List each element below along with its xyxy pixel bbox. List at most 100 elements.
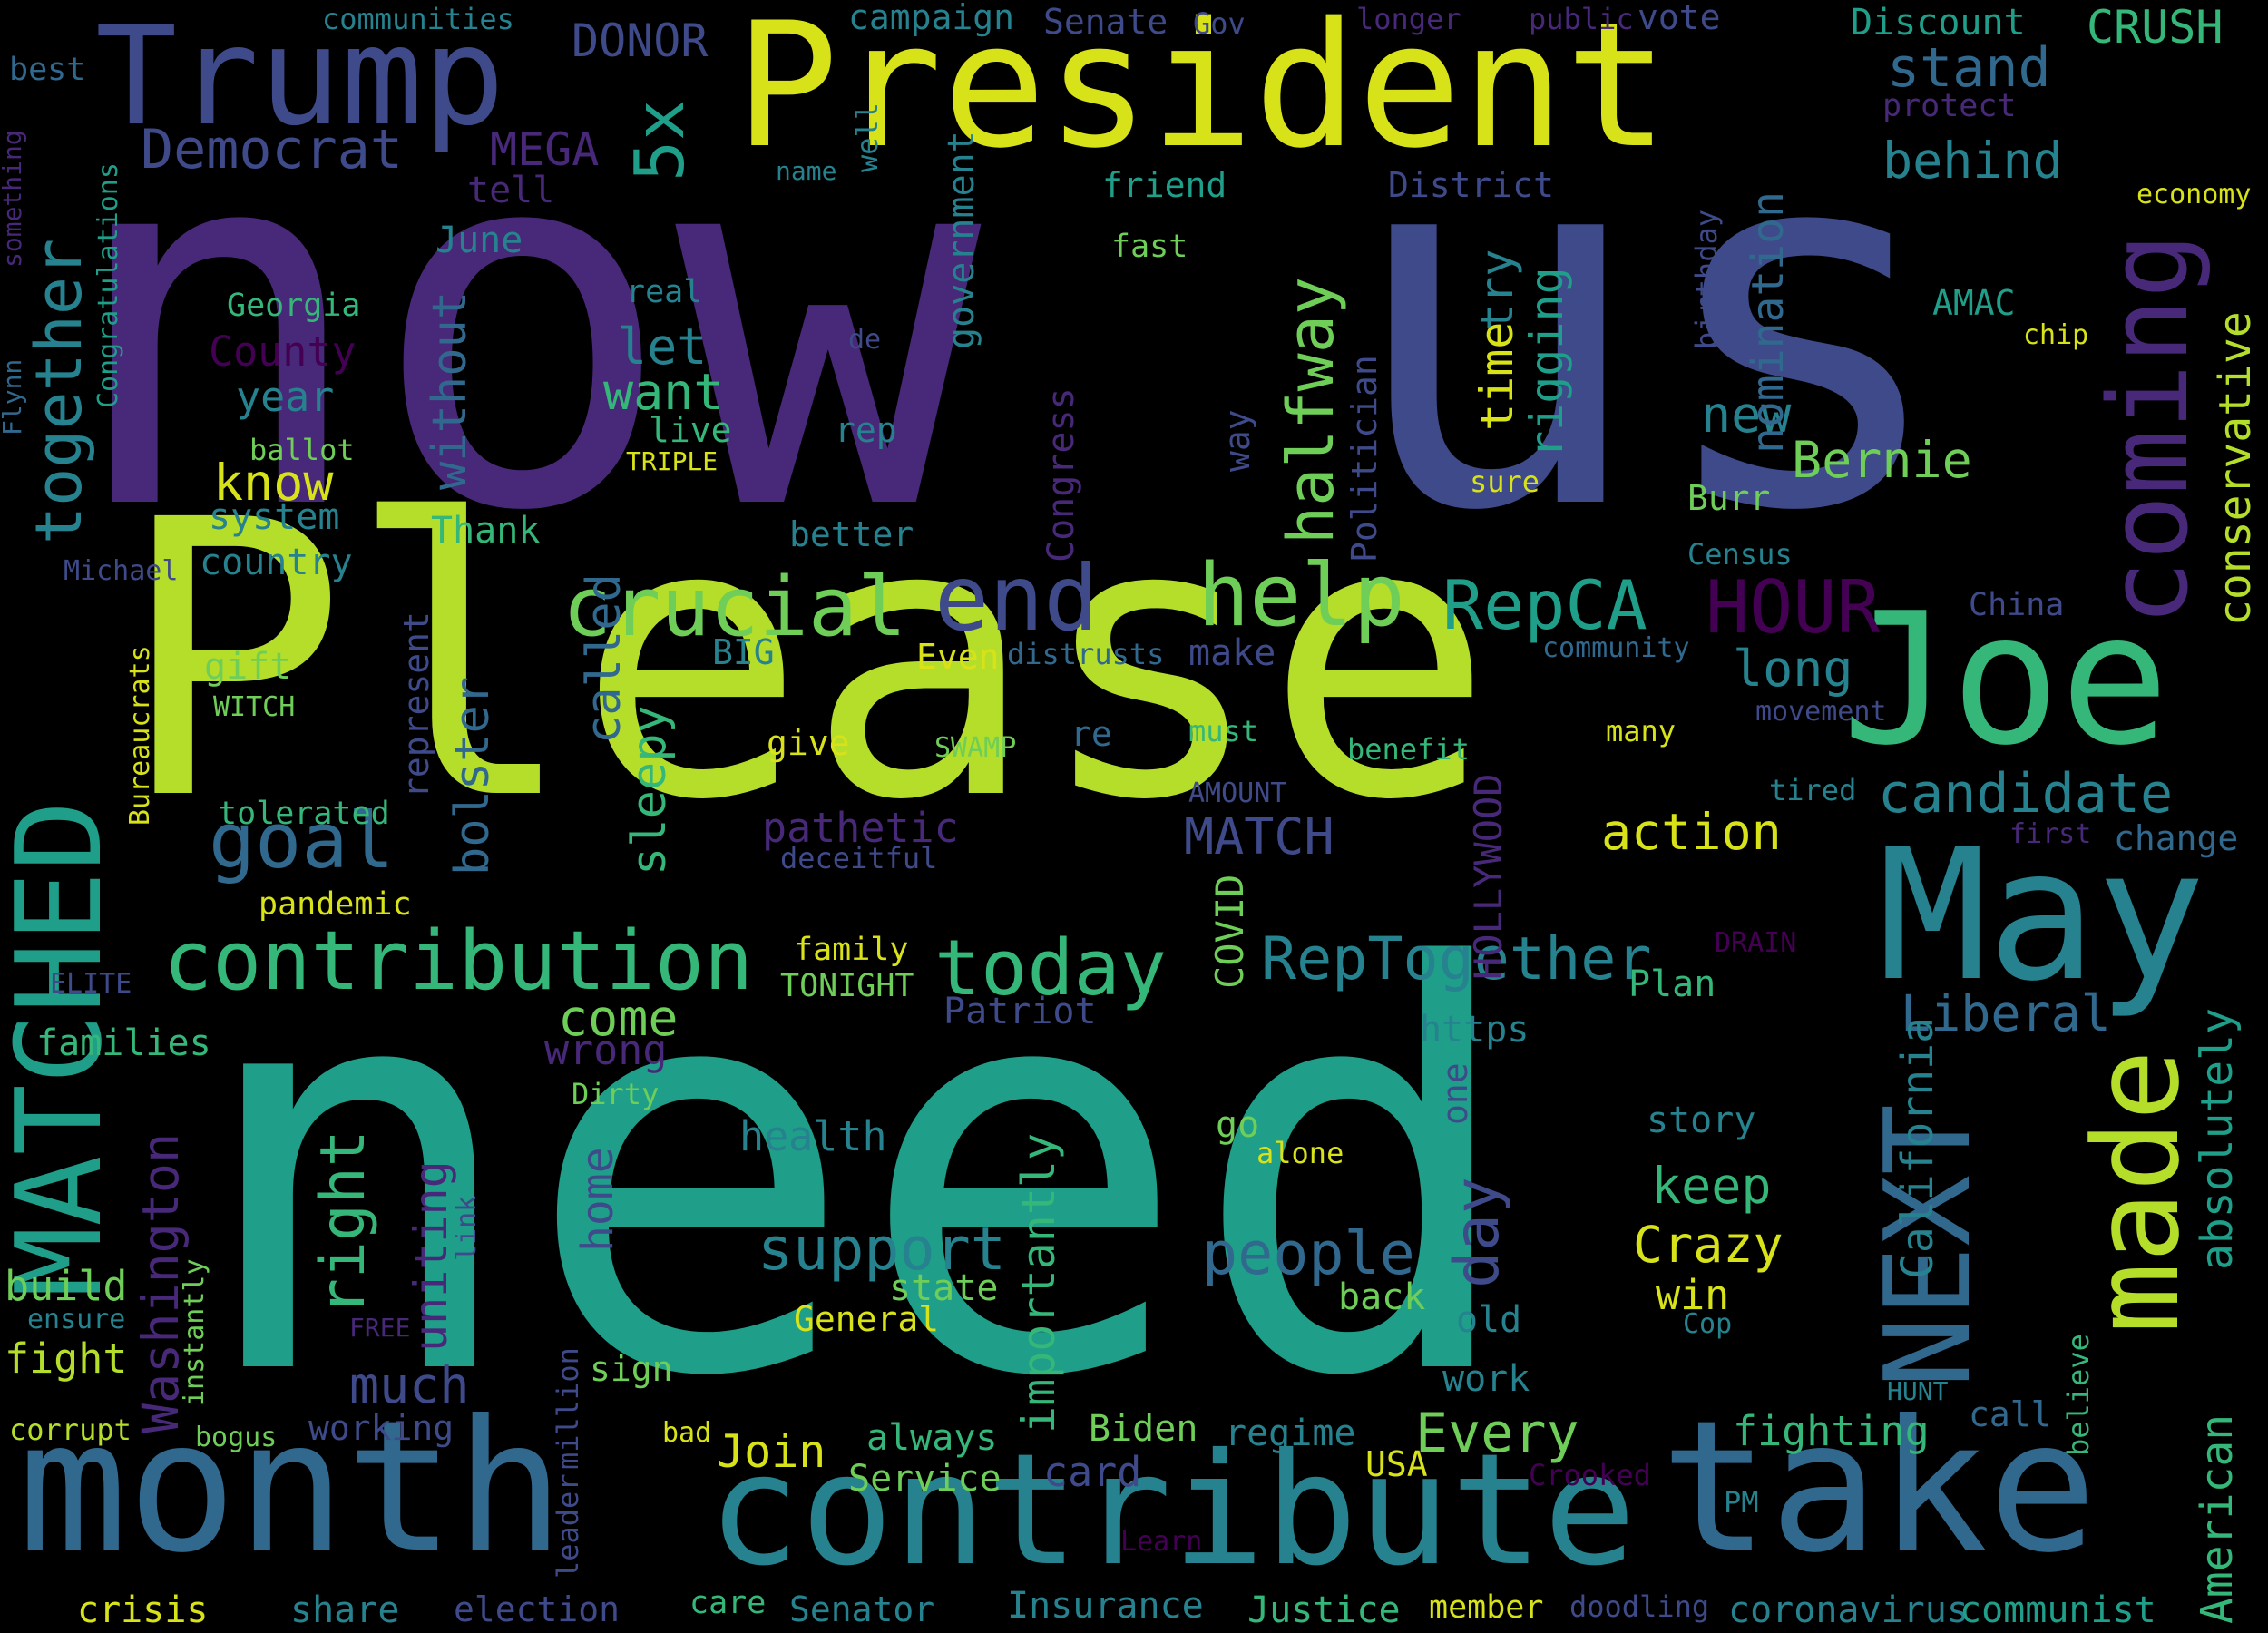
word-back: back: [1338, 1276, 1426, 1318]
word-big: BIG: [712, 632, 775, 672]
word-link: link: [451, 1195, 483, 1261]
word-must: must: [1188, 714, 1259, 748]
word-crush: CRUSH: [2087, 1, 2224, 54]
word-crooked: Crooked: [1529, 1458, 1651, 1492]
word-plan: Plan: [1628, 963, 1716, 1005]
word-conservative: conservative: [2210, 311, 2261, 626]
word-5x: 5x: [620, 99, 699, 181]
word-biden: Biden: [1089, 1408, 1198, 1450]
word-june: June: [435, 220, 523, 261]
word-share: share: [290, 1589, 400, 1631]
word-leader: leader: [551, 1473, 585, 1579]
word-state: state: [889, 1267, 999, 1309]
word-health: health: [739, 1112, 887, 1160]
word-believe: believe: [2061, 1334, 2096, 1456]
word-congress: Congress: [1041, 387, 1082, 562]
word-called: called: [577, 573, 631, 744]
word-communities: communities: [322, 2, 514, 36]
word-president: President: [735, 0, 1669, 186]
word-patriot: Patriot: [943, 991, 1097, 1032]
word-vote: vote: [1637, 0, 1721, 37]
word-uniting: uniting: [405, 1160, 457, 1352]
word-change: change: [2114, 818, 2239, 858]
word-help: help: [1198, 546, 1405, 646]
word-repca: RepCA: [1442, 565, 1647, 645]
word-democrat: Democrat: [141, 118, 403, 181]
word-action: action: [1601, 803, 1782, 861]
word-mega: MEGA: [490, 123, 600, 176]
word-china: China: [1969, 587, 2065, 623]
word-gov: Gov: [1193, 6, 1246, 41]
word-new: new: [1701, 386, 1792, 444]
word-win: win: [1656, 1271, 1730, 1319]
word-dirty: Dirty: [572, 1077, 660, 1111]
word-right: right: [308, 1129, 379, 1315]
word-nomination: nomination: [1743, 191, 1794, 454]
word-importantly: importantly: [1012, 1132, 1065, 1433]
word-one: one: [1435, 1062, 1475, 1125]
word-swamp: SWAMP: [934, 732, 1017, 764]
word-story: story: [1647, 1100, 1756, 1141]
word-hollywood: HOLLYWOOD: [1466, 773, 1510, 980]
word-give: give: [767, 723, 850, 763]
word-sign: sign: [590, 1349, 673, 1389]
word-https: https: [1420, 1009, 1530, 1051]
word-try: try: [1471, 249, 1523, 331]
word-burr: Burr: [1687, 478, 1771, 518]
word-michael: Michael: [64, 555, 179, 587]
word-year: year: [236, 373, 335, 421]
word-usa: USA: [1365, 1444, 1428, 1484]
word-call: call: [1969, 1394, 2052, 1434]
word-tonight: TONIGHT: [780, 968, 914, 1004]
word-free: FREE: [349, 1313, 411, 1343]
word-government: government: [941, 131, 982, 349]
word-build: build: [5, 1262, 128, 1310]
word-ensure: ensure: [27, 1304, 126, 1335]
word-congratulations: Congratulations: [93, 162, 124, 408]
word-month: month: [18, 1382, 565, 1593]
word-sleepy: sleepy: [622, 705, 677, 875]
word-benefit: benefit: [1347, 732, 1470, 767]
word-keep: keep: [1651, 1157, 1772, 1215]
word-politician: Politician: [1344, 355, 1384, 562]
word-stand: stand: [1887, 36, 2051, 100]
word-bogus: bogus: [195, 1422, 278, 1453]
word-justice: Justice: [1247, 1589, 1401, 1631]
word-absolutely: absolutely: [2192, 1008, 2243, 1270]
word-re: re: [1070, 714, 1112, 754]
word-first: first: [2009, 818, 2092, 850]
word-today: today: [934, 924, 1167, 1013]
word-reptogether: RepTogether: [1261, 925, 1652, 993]
word-learn: Learn: [1120, 1526, 1203, 1558]
word-card: card: [1043, 1448, 1142, 1496]
word-home: home: [572, 1147, 623, 1252]
word-people: people: [1202, 1220, 1415, 1288]
word-every: Every: [1415, 1402, 1579, 1465]
word-without: without: [423, 290, 477, 490]
word-crisis: crisis: [77, 1589, 209, 1631]
word-hunt: HUNT: [1887, 1376, 1949, 1406]
word-way: way: [1217, 409, 1257, 472]
word-hour: HOUR: [1706, 565, 1881, 650]
word-community: community: [1542, 632, 1690, 664]
word-bureaucrats: Bureaucrats: [124, 645, 156, 826]
word-elite: ELITE: [50, 968, 132, 1000]
word-goal: goal: [209, 797, 395, 886]
word-corrupt: corrupt: [9, 1413, 132, 1447]
word-member: member: [1429, 1589, 1544, 1626]
word-liberal: Liberal: [1901, 984, 2111, 1042]
word-come: come: [558, 989, 679, 1047]
word-care: care: [689, 1585, 767, 1621]
word-fight: fight: [5, 1335, 128, 1383]
word-communist: communist: [1960, 1589, 2156, 1631]
word-chip: chip: [2023, 319, 2089, 351]
word-bad: bad: [662, 1417, 712, 1449]
word-many: many: [1606, 714, 1677, 748]
word-cop: Cop: [1683, 1308, 1733, 1340]
word-want: want: [603, 363, 724, 421]
word-birthday: birthday: [1689, 209, 1724, 349]
word-together: together: [22, 238, 96, 544]
word-district: District: [1388, 165, 1555, 205]
word-let: let: [617, 318, 708, 376]
